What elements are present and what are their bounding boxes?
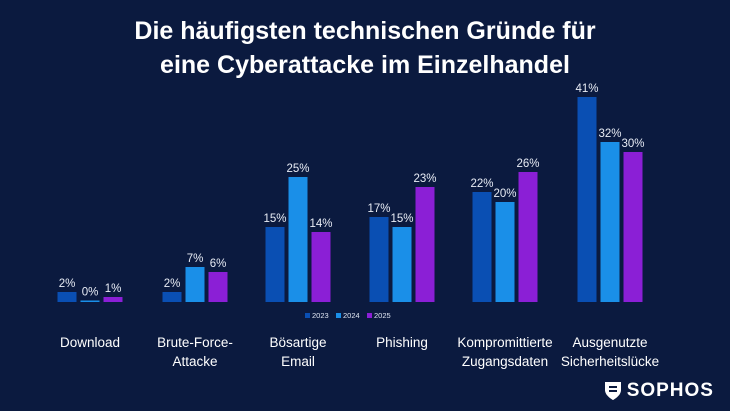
data-label-2024-4: 20% <box>493 188 516 200</box>
bar-2024-1 <box>185 267 205 302</box>
chart-title: Die häufigsten technischen Gründe für ei… <box>0 14 730 82</box>
chart-title-line-1: Die häufigsten technischen Gründe für <box>134 17 596 45</box>
data-label-2025-2: 14% <box>309 218 332 230</box>
bar-2024-3 <box>392 227 412 302</box>
bar-2024-5 <box>600 142 620 302</box>
legend-label-2024: 2024 <box>343 311 360 320</box>
data-label-2023-3: 17% <box>367 203 390 215</box>
legend-label-2023: 2023 <box>312 311 329 320</box>
bar-2023-2 <box>265 227 285 302</box>
bar-2023-4 <box>472 192 492 302</box>
bar-2023-1 <box>162 292 182 302</box>
bar-2024-2 <box>288 177 308 302</box>
bar-2025-0 <box>103 297 123 302</box>
brand-name: SOPHOS <box>626 380 714 401</box>
category-label-2-1: Email <box>281 354 315 369</box>
bar-2024-0 <box>80 300 100 302</box>
bar-2023-5 <box>577 97 597 302</box>
data-label-2025-5: 30% <box>621 138 644 150</box>
category-label-1-1: Attacke <box>172 354 217 369</box>
data-label-2025-4: 26% <box>516 158 539 170</box>
data-label-2023-0: 2% <box>59 278 76 290</box>
bar-2025-1 <box>208 272 228 302</box>
bar-2025-4 <box>518 172 538 302</box>
category-label-3-0: Phishing <box>376 335 428 350</box>
sophos-logo: SOPHOS <box>604 380 714 402</box>
category-label-0-0: Download <box>60 335 120 350</box>
data-label-2025-3: 23% <box>413 173 436 185</box>
category-label-4-1: Zugangsdaten <box>462 354 548 369</box>
legend-swatch-2023 <box>305 313 310 318</box>
data-label-2024-1: 7% <box>187 253 204 265</box>
bar-2023-0 <box>57 292 77 302</box>
legend-swatch-2024 <box>336 313 341 318</box>
bar-2025-5 <box>623 152 643 302</box>
data-label-2025-1: 6% <box>210 258 227 270</box>
bar-2025-3 <box>415 187 435 302</box>
data-label-2024-5: 32% <box>598 128 621 140</box>
data-label-2023-2: 15% <box>263 213 286 225</box>
data-label-2023-4: 22% <box>470 178 493 190</box>
legend-label-2025: 2025 <box>374 311 391 320</box>
category-label-5-1: Sicherheitslücke <box>561 354 659 369</box>
data-label-2024-3: 15% <box>390 213 413 225</box>
bar-2024-4 <box>495 202 515 302</box>
bar-2025-2 <box>311 232 331 302</box>
data-label-2023-5: 41% <box>575 83 598 95</box>
data-label-2024-2: 25% <box>286 163 309 175</box>
data-label-2025-0: 1% <box>105 283 122 295</box>
data-label-2023-1: 2% <box>164 278 181 290</box>
bar-2023-3 <box>369 217 389 302</box>
category-label-1-0: Brute-Force- <box>157 335 233 350</box>
category-label-4-0: Kompromittierte <box>457 335 552 350</box>
category-label-2-0: Bösartige <box>269 335 326 350</box>
sophos-shield-icon <box>604 382 621 400</box>
chart-title-line-2: eine Cyberattacke im Einzelhandel <box>160 51 570 79</box>
category-label-5-0: Ausgenutzte <box>572 335 647 350</box>
legend-swatch-2025 <box>367 313 372 318</box>
data-label-2024-0: 0% <box>82 287 99 299</box>
